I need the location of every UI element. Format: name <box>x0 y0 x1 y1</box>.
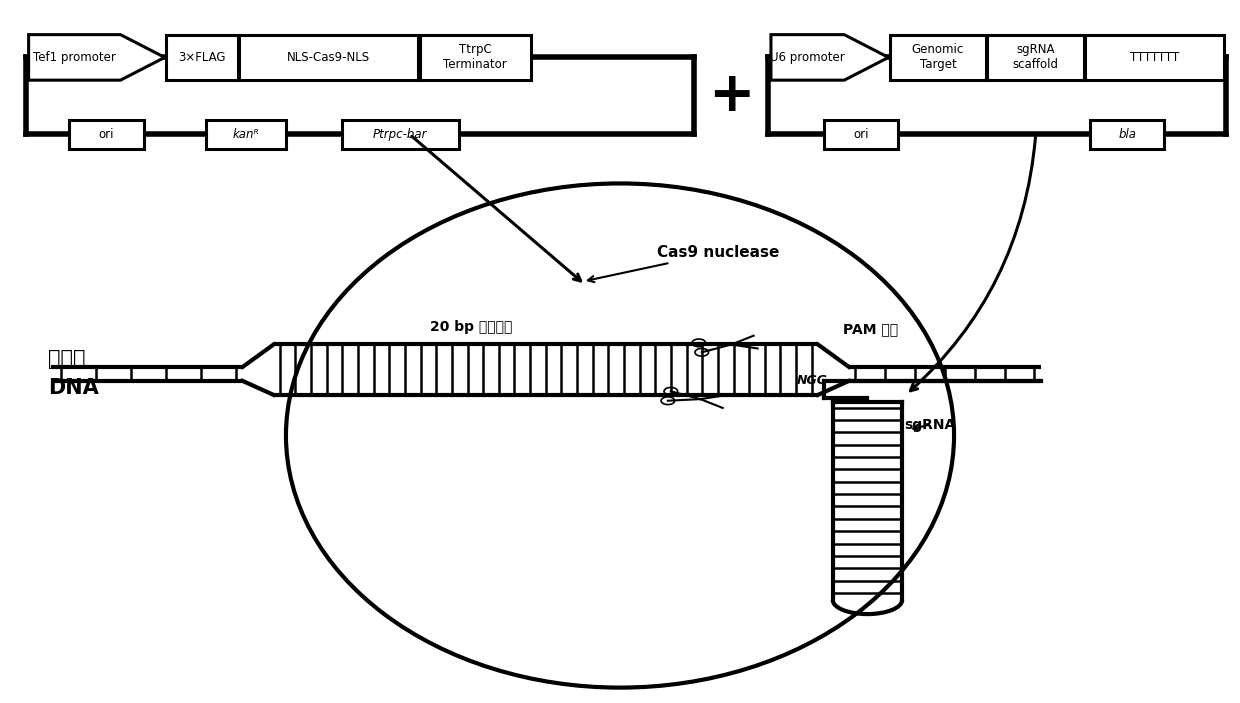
Text: Genomic
Target: Genomic Target <box>911 44 963 72</box>
FancyArrowPatch shape <box>910 137 1035 391</box>
Text: DNA: DNA <box>48 378 99 398</box>
Text: PAM 序列: PAM 序列 <box>843 322 898 336</box>
Bar <box>166 34 238 80</box>
Text: 20 bp 目标序列: 20 bp 目标序列 <box>430 320 512 334</box>
Text: Ptrpc-bar: Ptrpc-bar <box>373 128 428 141</box>
Text: +: + <box>708 69 755 123</box>
Bar <box>987 34 1084 80</box>
Text: TTTTTTT: TTTTTTT <box>1130 51 1179 64</box>
Bar <box>890 34 986 80</box>
Text: bla: bla <box>1118 128 1136 141</box>
Bar <box>1090 120 1164 149</box>
Bar <box>69 120 144 149</box>
Text: sgRNA
scaffold: sgRNA scaffold <box>1013 44 1059 72</box>
Polygon shape <box>771 34 889 80</box>
Text: Cas9 nuclease: Cas9 nuclease <box>588 245 780 282</box>
Bar <box>239 34 418 80</box>
Bar <box>419 34 531 80</box>
Text: 3×FLAG: 3×FLAG <box>179 51 226 64</box>
Text: ori: ori <box>99 128 114 141</box>
Text: NGG: NGG <box>796 375 827 387</box>
Text: U6 promoter: U6 promoter <box>770 51 844 64</box>
Text: ori: ori <box>853 128 869 141</box>
Text: sgRNA: sgRNA <box>904 418 956 432</box>
Text: kanᴿ: kanᴿ <box>232 128 259 141</box>
Bar <box>1085 34 1224 80</box>
Text: 基因组: 基因组 <box>48 349 86 368</box>
Text: Tef1 promoter: Tef1 promoter <box>33 51 117 64</box>
Text: NLS-Cas9-NLS: NLS-Cas9-NLS <box>288 51 371 64</box>
Polygon shape <box>29 34 165 80</box>
Bar <box>825 120 898 149</box>
FancyArrowPatch shape <box>412 136 580 281</box>
Text: TtrpC
Terminator: TtrpC Terminator <box>444 44 507 72</box>
Bar <box>206 120 286 149</box>
Bar <box>342 120 459 149</box>
Ellipse shape <box>286 183 954 688</box>
